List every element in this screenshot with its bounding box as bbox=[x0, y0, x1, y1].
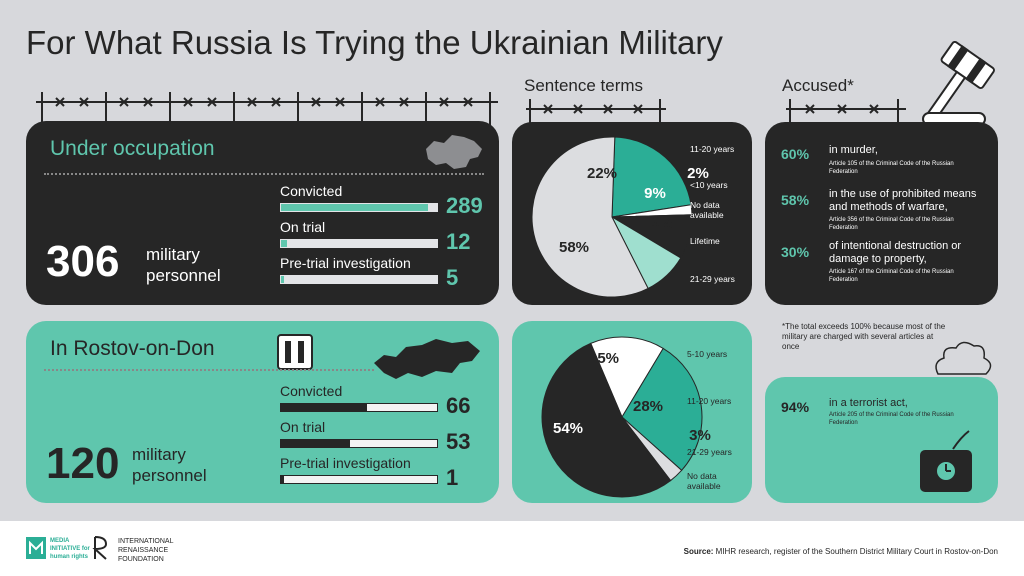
divider bbox=[44, 173, 484, 175]
terror-article: Article 205 of the Criminal Code of the … bbox=[829, 412, 954, 426]
pie-percent-label: 54% bbox=[553, 420, 583, 437]
bar-label: Convicted bbox=[280, 383, 343, 399]
accused-text: in murder, bbox=[829, 144, 878, 156]
pie-category-label: 21-29 years bbox=[690, 274, 735, 284]
barbed-wire-fence-1 bbox=[36, 92, 498, 128]
pie-category-label: No data bbox=[687, 471, 717, 481]
accused-pct: 30% bbox=[781, 244, 810, 260]
bar-fill bbox=[281, 476, 285, 483]
logo1-text: MEDIA INITIATIVE for human rights bbox=[50, 538, 90, 560]
pie-category-label: Lifetime bbox=[690, 236, 720, 246]
pie-category-label: No data bbox=[690, 200, 720, 210]
accused-pct: 58% bbox=[781, 192, 810, 208]
pie-slice bbox=[541, 342, 672, 498]
pie-percent-label: 2% bbox=[687, 165, 709, 182]
pie-percent-label: 9% bbox=[644, 185, 666, 202]
bar-label: On trial bbox=[280, 419, 326, 435]
accused-card: 60% in murder, Article 105 of the Crimin… bbox=[765, 122, 998, 305]
media-initiative-logo bbox=[26, 537, 46, 559]
accused-article: Article 167 of the Criminal Code of the … bbox=[829, 269, 954, 283]
bar-fill bbox=[281, 204, 429, 211]
occupation-card: Under occupation 306 military personnel … bbox=[26, 121, 499, 305]
bomb-icon bbox=[920, 430, 972, 492]
accused-header: Accused* bbox=[782, 76, 854, 95]
rostov-coat-of-arms-icon bbox=[277, 334, 313, 370]
bar-label: Convicted bbox=[280, 183, 343, 199]
pie-percent-label: 28% bbox=[633, 398, 663, 415]
source-text: MIHR research, register of the Southern … bbox=[715, 547, 998, 556]
pie-slice bbox=[611, 136, 692, 218]
rostov-title: In Rostov-on-Don bbox=[50, 337, 215, 360]
pie-percent-label: 9% bbox=[651, 215, 673, 232]
pie-percent-label: 58% bbox=[559, 239, 589, 256]
gavel-icon bbox=[922, 40, 995, 126]
pie-slice bbox=[531, 136, 649, 298]
rostov-total-label: military personnel bbox=[132, 445, 207, 485]
pie-slice bbox=[621, 347, 703, 472]
ukraine-map-icon bbox=[426, 135, 482, 169]
pie-category-label: 21-29 years bbox=[687, 447, 732, 457]
bar-fill bbox=[281, 276, 285, 283]
pie-percent-label: 3% bbox=[689, 427, 711, 444]
pie-category-label: available bbox=[690, 210, 724, 220]
bar-fill bbox=[281, 240, 288, 247]
bar-value: 5 bbox=[446, 265, 459, 290]
rostov-total: 120 bbox=[46, 439, 120, 488]
bar-value: 53 bbox=[446, 429, 471, 454]
pie-category-label: 11-20 years bbox=[690, 144, 734, 154]
bar-track bbox=[280, 403, 438, 412]
occupation-total-label: military personnel bbox=[146, 245, 221, 285]
pie-chart-occupation: 22% 11-20 years 2%<10 years 9% No dataavaila… bbox=[531, 136, 735, 298]
terror-text: in a terrorist act, bbox=[829, 397, 908, 409]
bar-fill bbox=[281, 440, 350, 447]
pie-percent-label: 22% bbox=[587, 165, 617, 182]
sentence-terms-header: Sentence terms bbox=[524, 76, 644, 95]
bar-label: Pre-trial investigation bbox=[280, 455, 411, 471]
accused-article: Article 356 of the Criminal Code of the … bbox=[829, 217, 954, 231]
explosion-icon bbox=[935, 341, 992, 375]
pie-category-label: 5-10 years bbox=[687, 349, 727, 359]
divider bbox=[44, 369, 374, 371]
bar-label: Pre-trial investigation bbox=[280, 255, 411, 271]
pie-category-label: 11-20 years bbox=[687, 396, 731, 406]
pie-percent-label: 15% bbox=[589, 350, 619, 367]
source-label: Source: bbox=[683, 547, 714, 556]
pie-card-occupation: 22% 11-20 years 2% <10 years 9% No data availa… bbox=[512, 122, 752, 305]
occupation-total: 306 bbox=[46, 237, 120, 286]
pie-chart-rostov: 15% 5-10 years 28% 11-20 years 3% 21-29 years… bbox=[541, 336, 732, 498]
pie-category-label: <10 years bbox=[690, 180, 728, 190]
accused-text: in the use of prohibited means and metho… bbox=[829, 188, 977, 213]
terror-pct: 94% bbox=[781, 399, 810, 415]
accused-text: of intentional destruction or damage to … bbox=[829, 240, 962, 265]
bar-value: 289 bbox=[446, 193, 483, 218]
bar-value: 12 bbox=[446, 229, 471, 254]
rostov-card: In Rostov-on-Don 120 military personnel … bbox=[26, 321, 499, 503]
bar-label: On trial bbox=[280, 219, 326, 235]
pie-card-rostov: 15% 5-10 years 28% 11-20 years 3% 21-29 years… bbox=[512, 321, 752, 503]
russia-map-icon bbox=[374, 339, 480, 379]
bar-track bbox=[280, 475, 438, 484]
page-title: For What Russia Is Trying the Ukrainian … bbox=[26, 24, 723, 61]
source-line: Source: MIHR research, register of the S… bbox=[684, 547, 998, 556]
bar-track bbox=[280, 203, 438, 212]
accused-pct: 60% bbox=[781, 146, 810, 162]
bar-value: 66 bbox=[446, 393, 471, 418]
footnote: *The total exceeds 100% because most of … bbox=[782, 322, 946, 351]
pie-slice bbox=[590, 336, 664, 419]
bar-fill bbox=[281, 404, 367, 411]
bar-track bbox=[280, 239, 438, 248]
barbed-wire-fence-2 bbox=[526, 99, 666, 125]
logo2-text: INTERNATIONAL RENAISSANCE FOUNDATION bbox=[118, 538, 174, 563]
bar-value: 1 bbox=[446, 465, 459, 490]
bar-track bbox=[280, 275, 438, 284]
occupation-title: Under occupation bbox=[50, 137, 215, 160]
bar-track bbox=[280, 439, 438, 448]
terror-card: 94% in a terrorist act, Article 205 of t… bbox=[765, 377, 998, 503]
footer: MEDIA INITIATIVE for human rights INTERN… bbox=[0, 521, 1024, 576]
irf-logo bbox=[92, 536, 108, 560]
pie-category-label: available bbox=[687, 481, 721, 491]
accused-article: Article 105 of the Criminal Code of the … bbox=[829, 161, 954, 175]
barbed-wire-fence-3 bbox=[786, 99, 906, 125]
